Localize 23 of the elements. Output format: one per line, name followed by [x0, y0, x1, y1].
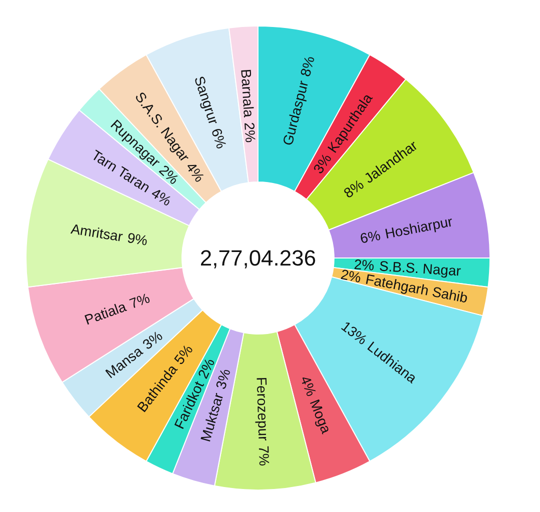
slice-label: Hoshiarpur: [384, 213, 454, 242]
data-label: 5%: [170, 341, 196, 368]
text: 2,77,04.236: [200, 246, 316, 270]
slice-label: Barnala: [238, 68, 258, 118]
data-label: 2%: [241, 122, 259, 143]
data-label: 6%: [208, 126, 230, 150]
data-label: 8%: [296, 54, 318, 78]
data-label: 3%: [310, 150, 334, 176]
data-label: 2%: [156, 162, 182, 188]
slice-label: Ferozepur: [254, 376, 272, 442]
data-label: 4%: [183, 159, 208, 185]
slice-label: Moga: [306, 397, 335, 436]
data-label: 2%: [354, 256, 375, 274]
data-label: 7%: [127, 290, 152, 312]
data-label: 9%: [126, 229, 149, 248]
data-label: 8%: [340, 176, 366, 202]
slice-label: Patiala: [82, 298, 128, 328]
data-label: 4%: [148, 184, 174, 209]
data-label: 7%: [256, 445, 273, 466]
slice-label: Amritsar: [70, 220, 124, 245]
data-label: 6%: [358, 226, 382, 246]
data-label: 4%: [297, 374, 320, 398]
slice-label: Sangrur: [191, 74, 222, 127]
